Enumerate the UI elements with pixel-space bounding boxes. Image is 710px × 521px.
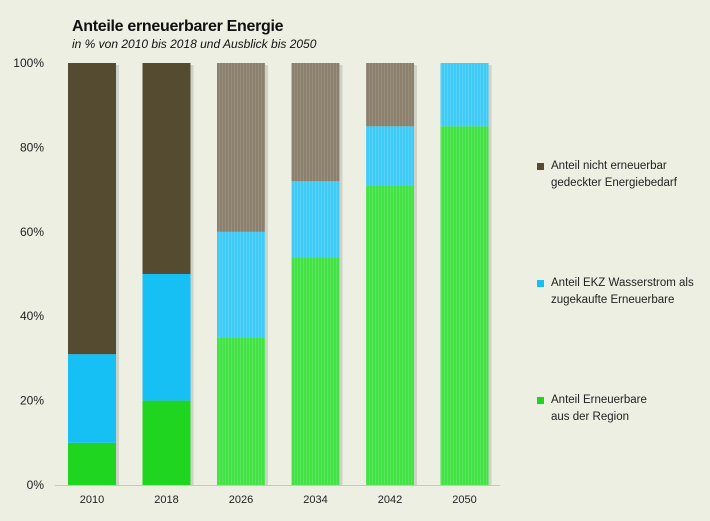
bar-segment — [68, 63, 116, 355]
bar-segment-texture — [366, 126, 414, 186]
bar-segment-texture — [366, 63, 414, 127]
bar-segment-texture — [217, 337, 265, 485]
bar-segment-texture — [291, 257, 340, 485]
x-tick-label: 2042 — [378, 494, 402, 506]
x-tick-label: 2026 — [229, 494, 253, 506]
bar-segment-texture — [440, 126, 489, 486]
bar-segment-texture — [291, 63, 340, 182]
y-tick-label: 60% — [20, 225, 44, 239]
y-tick-label: 80% — [20, 140, 44, 154]
bar-segment-texture — [366, 185, 414, 485]
legend-item-regional-renewable: Anteil Erneuerbare aus der Region — [537, 392, 710, 426]
legend-label: Anteil EKZ Wasserstrom als — [551, 277, 694, 289]
x-tick-label: 2050 — [452, 494, 476, 506]
legend-item-ekz-hydro: Anteil EKZ Wasserstrom als zugekaufte Er… — [537, 275, 710, 309]
bar-segment — [68, 354, 116, 443]
bar-segment-texture — [440, 63, 489, 127]
bar-segment — [142, 400, 191, 485]
y-tick-label: 100% — [13, 56, 44, 70]
y-tick-label: 0% — [27, 478, 45, 492]
bar-segment-texture — [217, 231, 265, 338]
bar-segment-texture — [291, 181, 340, 258]
x-tick-label: 2010 — [80, 494, 104, 506]
legend-label: gedeckter Energiebedarf — [551, 177, 677, 189]
chart-title: Anteile erneuerbarer Energie — [72, 18, 284, 35]
bar-segment — [142, 63, 191, 274]
legend-label: aus der Region — [551, 411, 629, 423]
bar-segment-texture — [217, 63, 265, 232]
legend-swatch — [537, 280, 544, 287]
legend-swatch — [537, 397, 544, 404]
bar-segment — [142, 274, 191, 401]
y-tick-label: 40% — [20, 309, 44, 323]
legend-swatch — [537, 163, 544, 170]
bar-segment — [68, 442, 116, 485]
legend-label: Anteil Erneuerbare — [551, 394, 647, 406]
x-tick-label: 2018 — [154, 494, 178, 506]
chart-subtitle: in % von 2010 bis 2018 und Ausblick bis … — [72, 37, 317, 51]
legend-item-non-renewable: Anteil nicht erneuerbar gedeckter Energi… — [537, 158, 710, 192]
y-tick-label: 20% — [20, 394, 44, 408]
x-tick-label: 2034 — [303, 494, 327, 506]
legend-label: zugekaufte Erneuerbare — [551, 294, 675, 306]
legend-label: Anteil nicht erneuerbar — [551, 160, 667, 172]
